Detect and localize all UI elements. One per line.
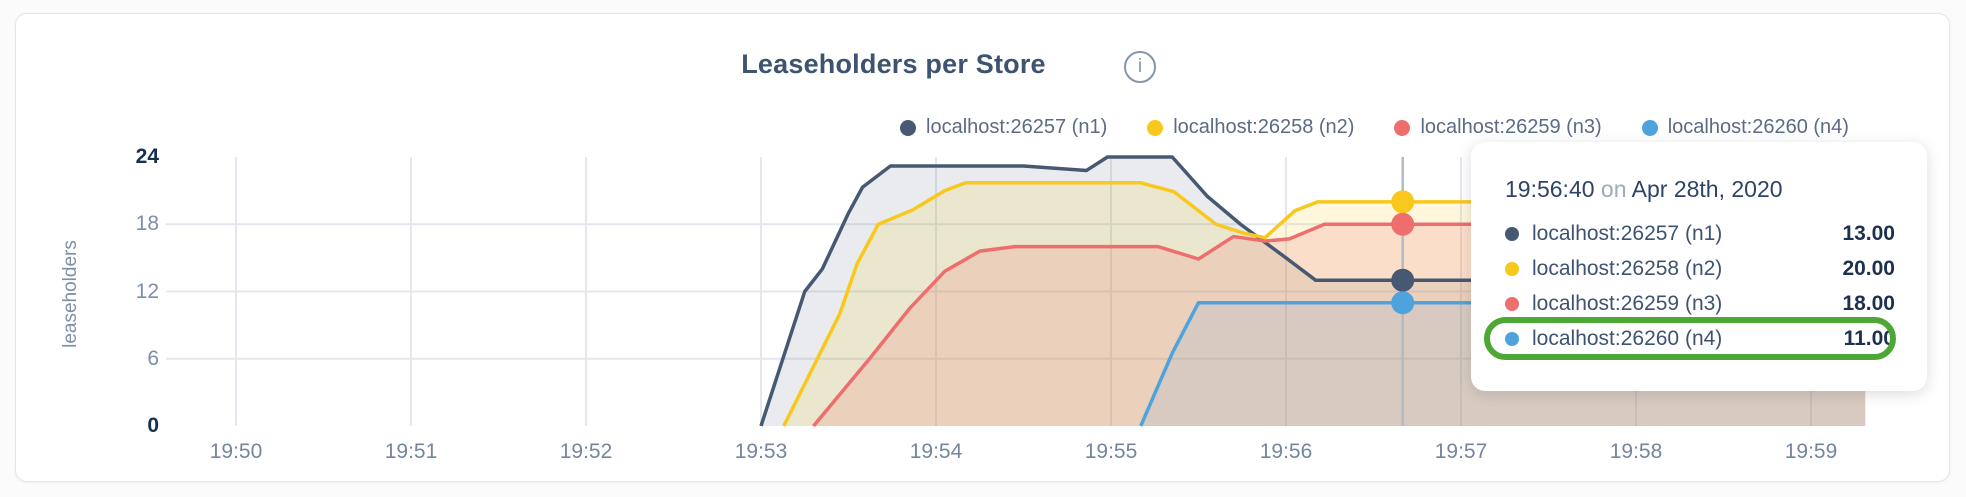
legend-swatch-dot [1147,119,1164,136]
legend-item[interactable]: localhost:26257 (n1) [900,116,1107,139]
chart-title: Leaseholders per Store [741,49,1046,79]
legend-item[interactable]: localhost:26259 (n3) [1394,116,1602,139]
legend-item-label: localhost:26260 (n4) [1667,116,1849,138]
series-line-3 [812,222,1866,428]
x-tick-label: 19:57 [1434,440,1488,463]
y-tick-label: 12 [135,279,159,303]
y-tick-label: 0 [147,414,159,437]
tooltip-conjunction: on [1600,176,1627,202]
x-tick-label: 19:52 [559,440,613,463]
tooltip-row-label: localhost:26257 (n1) [1532,221,1723,245]
hover-dot-3 [1391,212,1415,236]
x-tick-label: 19:50 [209,440,263,463]
tooltip-row-value: 13.00 [1842,221,1895,245]
x-tick-label: 19:59 [1784,440,1838,463]
legend-item[interactable]: localhost:26260 (n4) [1641,116,1849,139]
tooltip-row: localhost:26260 (n4) 11.00 [1505,321,1895,356]
x-tick-label: 19:55 [1084,440,1138,463]
hover-dot-2 [1391,190,1415,214]
tooltip-row-value: 18.00 [1842,291,1895,315]
x-tick-label: 19:58 [1609,440,1663,463]
legend-swatch-dot [900,119,916,136]
chart-card: Leaseholders per Store i leaseholders lo… [15,13,1950,482]
y-tick-label: 24 [135,145,159,168]
hover-dot-1 [1391,268,1415,292]
tooltip-row-dot [1505,226,1519,241]
x-tick-label: 19:56 [1259,440,1313,463]
tooltip-row-value: 11.00 [1843,326,1895,350]
tooltip-time: 19:56:40 [1505,176,1595,202]
x-tick-label: 19:53 [734,440,788,463]
tooltip-row-label: localhost:26260 (n4) [1532,326,1723,350]
y-tick-label: 6 [147,346,159,370]
tooltip-date: Apr 28th, 2020 [1631,176,1783,202]
tooltip-row-dot [1505,296,1519,311]
legend-swatch-dot [1394,119,1411,136]
tooltip-row: localhost:26257 (n1) 13.00 [1505,216,1895,251]
hover-dot-4 [1391,291,1415,315]
tooltip-row: localhost:26259 (n3) 18.00 [1505,286,1895,321]
tooltip-rows: localhost:26257 (n1) 13.00 localhost:26258… [1505,216,1895,356]
tooltip-row-dot [1505,261,1519,276]
legend-item-label: localhost:26258 (n2) [1173,116,1355,138]
info-icon-glyph: i [1137,56,1143,77]
legend-item[interactable]: localhost:26258 (n2) [1147,116,1354,139]
info-icon[interactable]: i [1124,51,1156,83]
tooltip-header: 19:56:40 on Apr 28th, 2020 [1505,174,1895,204]
tooltip-row-label: localhost:26259 (n3) [1532,291,1723,315]
chart-legend: localhost:26257 (n1) localhost:26258 (n2)… [900,116,1849,139]
series-line-2 [782,181,1866,427]
x-tick-label: 19:51 [384,440,438,463]
tooltip-row-label: localhost:26258 (n2) [1532,256,1723,280]
y-tick-label: 18 [135,212,159,236]
tooltip-row: localhost:26258 (n2) 20.00 [1505,251,1895,286]
legend-swatch-dot [1641,119,1658,136]
chart-tooltip: 19:56:40 on Apr 28th, 2020 localhost:262… [1471,142,1927,391]
tooltip-row-value: 20.00 [1842,256,1895,280]
legend-item-label: localhost:26259 (n3) [1420,116,1602,138]
series-line-1 [759,155,1866,427]
x-tick-label: 19:54 [909,440,963,463]
tooltip-row-dot [1505,331,1519,346]
legend-item-label: localhost:26257 (n1) [926,116,1108,138]
